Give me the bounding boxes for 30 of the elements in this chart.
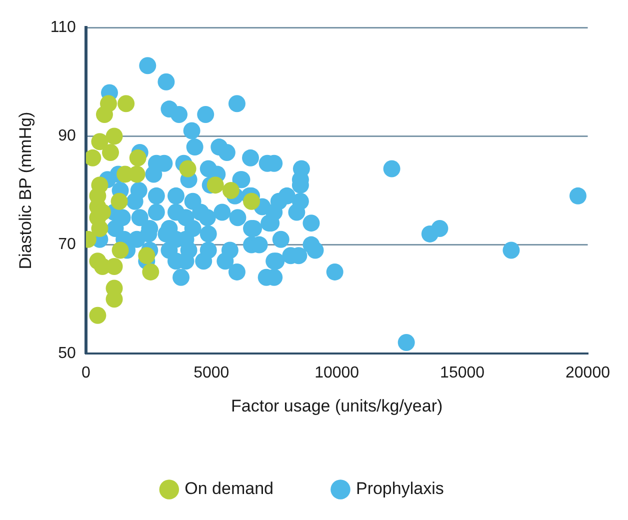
point [179, 160, 196, 178]
point [106, 128, 123, 145]
point [102, 144, 119, 161]
point [110, 192, 128, 210]
y-tick-label: 110 [50, 19, 76, 36]
x-tick-label: 20000 [566, 364, 610, 382]
point [112, 242, 129, 259]
y-tick-label: 90 [58, 128, 76, 145]
point [129, 149, 146, 166]
point [206, 176, 224, 194]
y-axis-title: Diastolic BP (mmHg) [16, 112, 35, 270]
point [91, 133, 108, 150]
legend-label: On demand [184, 479, 274, 498]
point [243, 192, 260, 210]
point [118, 95, 135, 112]
point [86, 149, 102, 166]
x-tick-label: 0 [81, 364, 90, 382]
y-tick-label: 70 [58, 236, 76, 254]
x-tick-label: 5000 [194, 364, 230, 382]
x-tick-label: 15000 [440, 364, 485, 382]
legend-label: Prophylaxis [356, 479, 444, 498]
point [138, 247, 156, 264]
point [91, 220, 108, 238]
point [142, 263, 160, 280]
x-axis-title: Factor usage (units/kg/year) [231, 396, 443, 416]
point [222, 182, 240, 199]
point [89, 306, 106, 324]
x-tick-label: 10000 [314, 364, 360, 382]
y-tick-label: 50 [58, 344, 76, 362]
point [96, 106, 113, 123]
